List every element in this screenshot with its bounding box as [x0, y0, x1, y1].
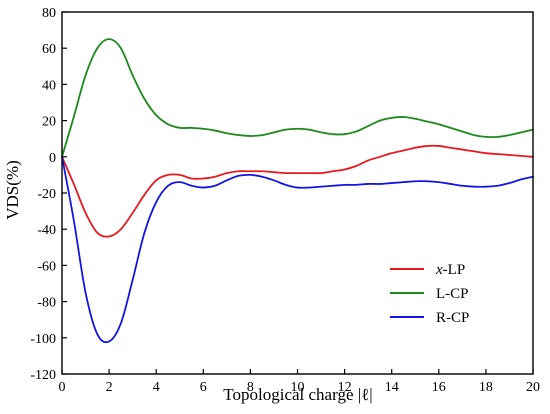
ticks-layer: 0 2 4 6 8 10 12 14 16 18 20 -120 -100 -80 -60 -40 -20 0 20…: [30, 6, 540, 395]
y-tick-label: 20: [42, 115, 56, 130]
x-tick-label: 16: [432, 380, 446, 395]
y-tick-label: -120: [30, 368, 56, 383]
y-tick-label: -40: [37, 223, 56, 238]
x-tick-label: 6: [200, 380, 207, 395]
legend: x-LP L-CP R-CP: [390, 262, 469, 326]
y-tick-label: -60: [37, 259, 56, 274]
x-tick-label: 20: [526, 380, 540, 395]
x-tick-label: 12: [338, 380, 352, 395]
y-tick-label: 40: [42, 78, 56, 93]
y-tick-label: 0: [49, 151, 56, 166]
x-tick-label: 2: [106, 380, 113, 395]
series-line-x-lp: [61, 144, 534, 238]
series-layer: [61, 38, 534, 344]
x-tick-label: 10: [291, 380, 305, 395]
legend-label-x-lp: x-LP: [435, 262, 465, 278]
y-axis-title: VDS(%): [3, 160, 22, 220]
series-line-r-cp: [61, 155, 534, 344]
y-tick-label: -20: [37, 187, 56, 202]
y-tick-label: -100: [30, 332, 56, 347]
x-axis-title: Topological charge |ℓ|: [223, 385, 372, 404]
x-tick-label: 4: [153, 380, 160, 395]
x-tick-label: 18: [479, 380, 493, 395]
y-tick-label: -80: [37, 296, 56, 311]
x-tick-label: 14: [385, 380, 399, 395]
series-line-l-cp: [61, 38, 534, 158]
legend-label-r-cp: R-CP: [436, 310, 469, 326]
x-tick-label: 0: [59, 380, 66, 395]
y-tick-label: 60: [42, 42, 56, 57]
legend-label-l-cp: L-CP: [436, 286, 469, 302]
x-tick-label: 8: [247, 380, 254, 395]
y-tick-label: 80: [42, 6, 56, 21]
